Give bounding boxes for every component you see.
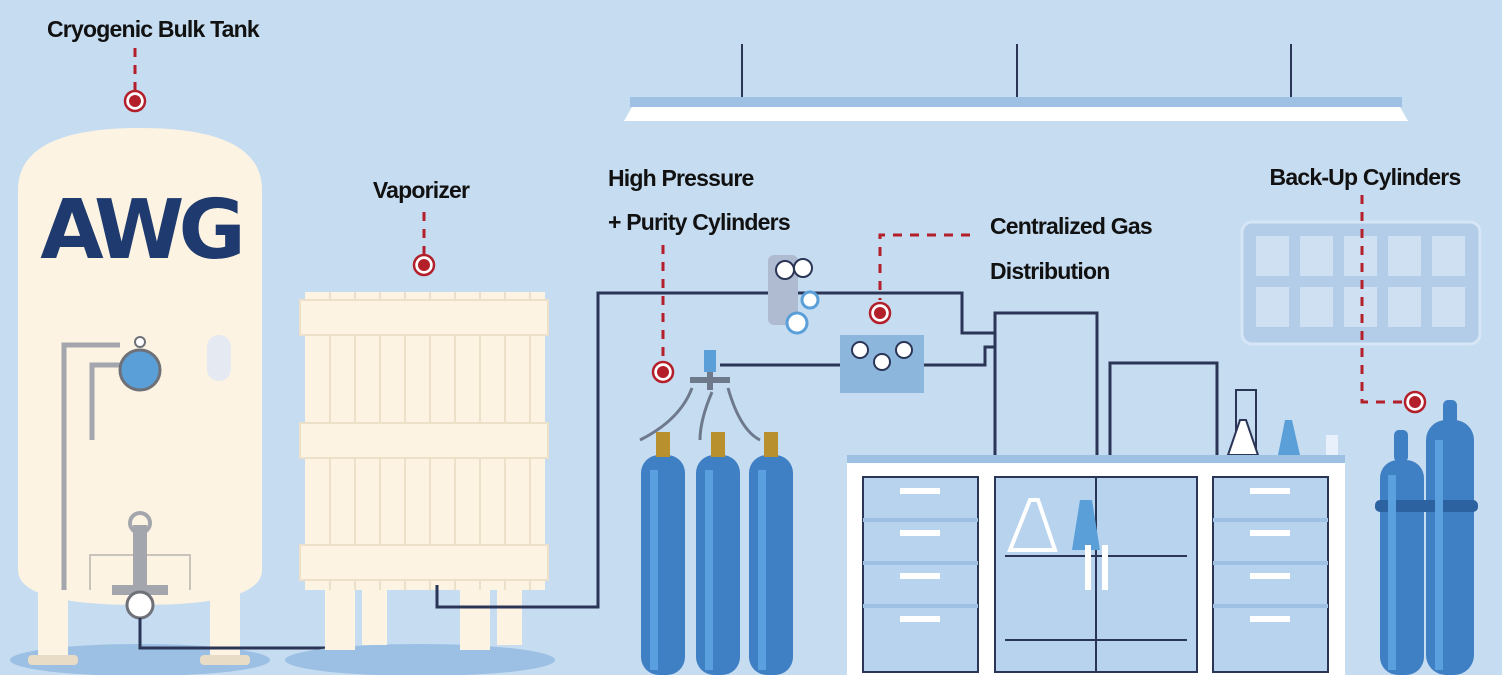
- diagram: AWG: [0, 0, 1502, 675]
- label: Vaporizer: [373, 177, 470, 203]
- label: Centralized Gas: [990, 213, 1152, 239]
- label: + Purity Cylinders: [608, 209, 790, 235]
- logo: AWG: [40, 183, 240, 278]
- label: Back-Up Cylinders: [1270, 164, 1461, 190]
- label: High Pressure: [608, 165, 754, 191]
- label: Cryogenic Bulk Tank: [47, 16, 260, 42]
- ceiling-light: [624, 44, 1408, 121]
- label: Distribution: [990, 258, 1109, 284]
